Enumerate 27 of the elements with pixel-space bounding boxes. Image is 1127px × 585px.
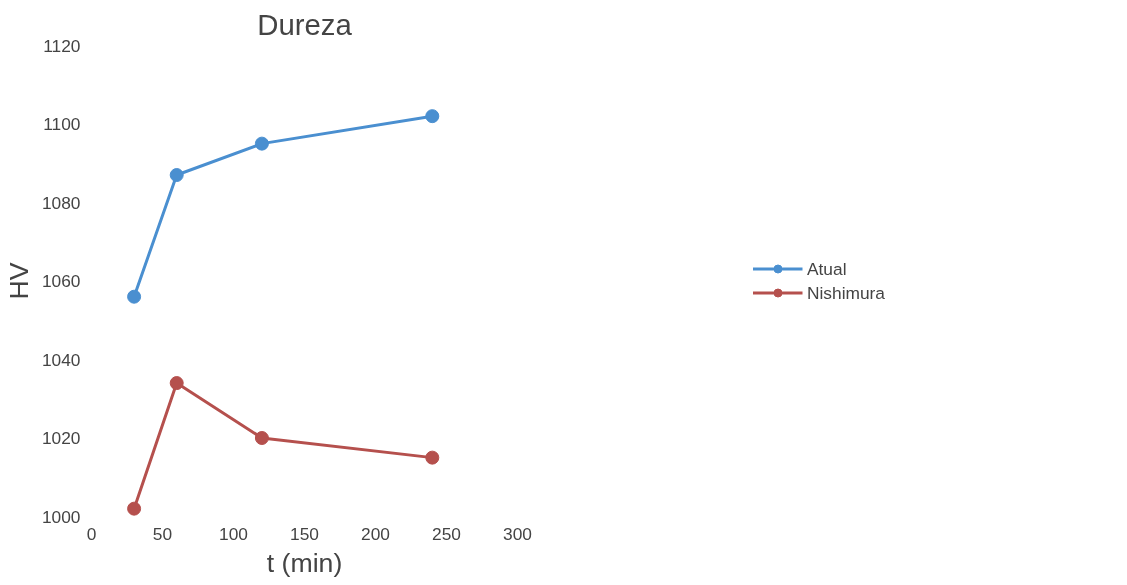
point [127,289,142,304]
point [127,501,142,516]
y-tick-label: 1080 [41,192,81,213]
y-tick-label: 1060 [41,271,81,291]
x-tick-label: 150 [290,523,319,544]
x-tick-label: 100 [219,523,248,544]
chart-title: Dureza [257,7,353,41]
point [425,109,440,124]
y-tick-label: 1000 [41,506,81,527]
y-tick-label: 1120 [43,35,81,56]
x-tick-label: 0 [86,523,97,544]
y-tick-label: 1040 [41,349,81,370]
x-tick-label: 200 [361,523,390,544]
x-tick-label: 300 [503,523,532,544]
point [254,136,269,151]
y-tick-label: 1100 [43,114,81,134]
y-axis-title: HV [3,262,34,300]
point [254,431,269,445]
legend-label: Nishimura [807,282,885,303]
y-tick-label: 1020 [41,428,81,448]
x-tick-label: 250 [432,523,461,544]
legend-label: Atual [807,258,847,279]
x-axis-title: t (min) [266,547,343,578]
point [425,450,440,465]
point [169,376,184,391]
point [169,168,184,183]
x-tick-label: 50 [152,523,173,544]
